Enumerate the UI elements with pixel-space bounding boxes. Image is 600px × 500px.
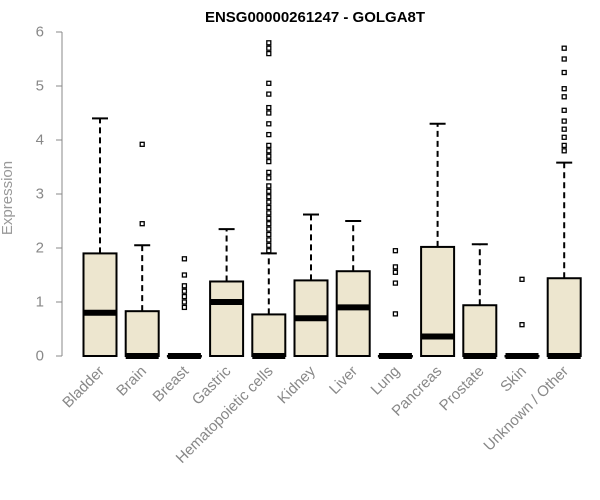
box-rect [124, 310, 160, 357]
outlier-point [392, 248, 399, 254]
outlier-point [561, 94, 567, 100]
outlier-point [266, 183, 272, 189]
outlier-point [561, 86, 567, 92]
outlier-point [266, 121, 272, 127]
x-tick-label: Liver [326, 363, 361, 398]
outlier-point [266, 104, 272, 111]
outlier-point [266, 142, 272, 149]
box-prostate [462, 243, 498, 359]
outlier-point [266, 231, 272, 238]
outlier-point [392, 280, 399, 286]
box-skin [504, 276, 540, 359]
outlier-point [266, 237, 272, 243]
outlier-point [266, 242, 272, 248]
outlier-point [181, 272, 188, 278]
y-tick-label: 5 [36, 78, 44, 95]
y-tick-label: 1 [36, 294, 44, 311]
x-tick-label: Lung [368, 363, 404, 399]
outlier-point [181, 256, 188, 262]
outlier-point [266, 158, 272, 165]
outlier-point [266, 199, 272, 205]
outlier-point [561, 107, 567, 113]
outlier-point [266, 45, 272, 51]
y-tick-label: 0 [36, 348, 44, 365]
x-tick-label: Kidney [274, 362, 319, 407]
outlier-point [266, 215, 272, 221]
box-pancreas [420, 122, 456, 357]
outlier-point [266, 169, 272, 176]
box-rect [209, 280, 245, 358]
box-rect [546, 277, 582, 357]
y-axis-label: Expression [0, 161, 16, 235]
outlier-point [561, 69, 567, 76]
outlier-point [266, 221, 272, 227]
x-tick-label: Skin [497, 363, 530, 396]
y-tick-label: 6 [36, 24, 44, 41]
box-bladder [82, 117, 118, 357]
box-unknown-other [546, 45, 582, 359]
outlier-point [266, 131, 272, 138]
x-tick-label: Brain [113, 363, 150, 400]
outlier-point [561, 118, 567, 124]
outlier-point [561, 45, 567, 51]
y-tick-label: 4 [36, 132, 44, 149]
x-tick-label: Prostate [436, 363, 488, 415]
box-gastric [209, 228, 245, 358]
outlier-point [392, 269, 399, 275]
outlier-point [266, 175, 272, 181]
outlier-point [266, 110, 272, 116]
outlier-point [266, 188, 272, 194]
y-axis: 0 1 2 3 4 5 6 [36, 24, 63, 365]
outlier-point [561, 142, 567, 149]
box-rect [462, 304, 498, 357]
box-rect [335, 270, 371, 357]
outlier-point [266, 153, 272, 159]
outlier-point [266, 248, 272, 254]
outlier-point [519, 276, 525, 282]
outlier-point [181, 299, 188, 305]
y-tick-label: 2 [36, 240, 44, 257]
box-liver [335, 220, 371, 357]
outlier-point [561, 134, 567, 140]
x-tick-label: Breast [150, 362, 193, 405]
outlier-point [561, 56, 567, 62]
outlier-point [181, 293, 188, 300]
outlier-point [181, 283, 188, 289]
outlier-point [266, 40, 272, 46]
outlier-point [266, 91, 272, 97]
outlier-point [266, 194, 272, 200]
box-brain [124, 141, 160, 359]
boxes-group [82, 40, 582, 359]
box-hematopoietic-cells [251, 40, 287, 359]
outlier-point [561, 148, 567, 154]
outlier-point [181, 288, 188, 294]
outlier-point [266, 204, 272, 211]
outlier-point [266, 148, 272, 154]
outlier-point [392, 264, 399, 270]
box-rect [420, 245, 456, 357]
outlier-point [139, 221, 145, 227]
x-tick-label: Bladder [59, 363, 108, 412]
outlier-point [392, 311, 399, 317]
box-kidney [293, 213, 329, 357]
outlier-point [266, 50, 272, 57]
box-rect [251, 313, 287, 358]
box-rect [82, 252, 118, 357]
y-tick-label: 3 [36, 186, 44, 203]
box-breast [166, 256, 202, 359]
chart-title: ENSG00000261247 - GOLGA8T [205, 9, 425, 26]
outlier-point [139, 141, 145, 147]
outlier-point [266, 210, 272, 216]
outlier-point [266, 226, 272, 232]
outlier-point [181, 304, 188, 311]
outlier-point [519, 322, 525, 328]
outlier-point [561, 126, 567, 132]
box-lung [377, 248, 413, 359]
outlier-point [266, 80, 272, 86]
